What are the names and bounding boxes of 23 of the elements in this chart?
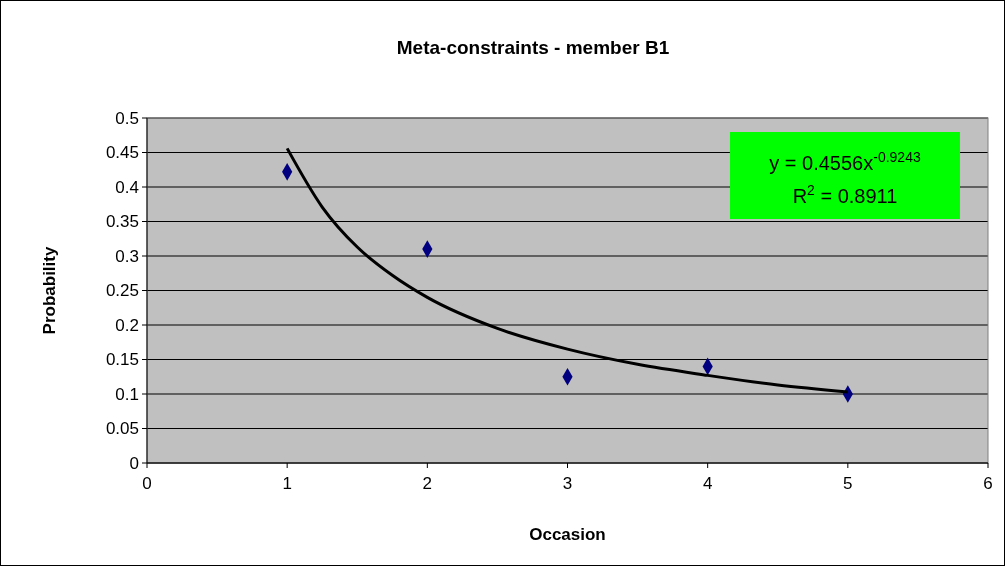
y-tick-label: 0.35 bbox=[105, 212, 139, 232]
x-tick-label: 4 bbox=[702, 474, 713, 493]
y-tick-label: 0.5 bbox=[115, 108, 139, 128]
y-tick-label: 0.05 bbox=[105, 419, 139, 439]
x-tick-label: 1 bbox=[282, 474, 292, 493]
y-tick-label: 0 bbox=[129, 453, 139, 473]
x-tick-label: 2 bbox=[422, 474, 433, 493]
chart-title: Meta-constraints - member B1 bbox=[396, 37, 670, 58]
y-tick-label: 0.45 bbox=[105, 143, 139, 163]
y-tick-label: 0.15 bbox=[105, 350, 139, 370]
x-tick-label: 5 bbox=[843, 474, 853, 493]
x-tick-label: 6 bbox=[983, 474, 993, 493]
y-tick-label: 0.25 bbox=[105, 281, 139, 301]
annotation: y = 0.4556x$^{-0.9243}$ bbox=[769, 149, 921, 174]
y-tick-label: 0.3 bbox=[115, 246, 139, 266]
y-axis-title: Probability bbox=[40, 246, 59, 335]
y-tick-label: 0.2 bbox=[115, 315, 139, 335]
y-tick-label: 0.4 bbox=[115, 177, 139, 197]
x-axis-title: Occasion bbox=[529, 525, 606, 544]
x-tick-label: 0 bbox=[142, 474, 152, 493]
x-tick-label: 3 bbox=[562, 474, 573, 493]
y-tick-label: 0.1 bbox=[115, 384, 139, 404]
annotation: R$^{2}$ = 0.8911 bbox=[792, 182, 898, 207]
